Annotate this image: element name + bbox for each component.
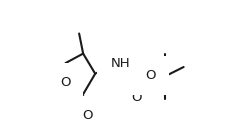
Text: NH: NH: [111, 57, 130, 70]
Text: O: O: [60, 76, 70, 89]
Polygon shape: [95, 62, 115, 74]
Text: O: O: [82, 109, 93, 122]
Text: O: O: [146, 69, 156, 82]
Text: O: O: [131, 91, 141, 104]
